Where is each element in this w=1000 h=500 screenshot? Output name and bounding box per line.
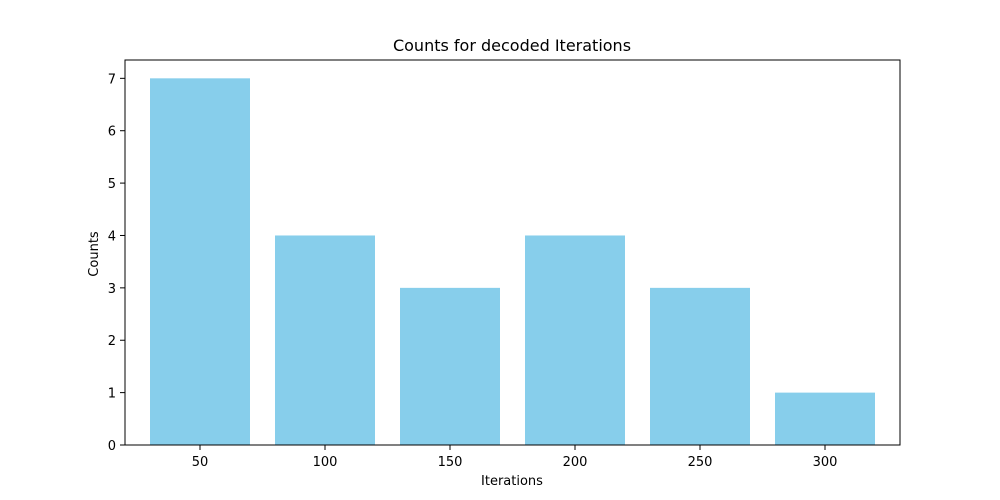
y-tick-label: 4 — [108, 229, 116, 244]
chart-title: Counts for decoded Iterations — [393, 36, 631, 55]
x-tick-label: 100 — [313, 455, 338, 470]
x-tick-label: 250 — [688, 455, 713, 470]
y-axis-label: Counts — [87, 231, 102, 277]
y-tick-label: 0 — [108, 439, 116, 454]
x-tick-label: 50 — [192, 455, 209, 470]
bar-200 — [525, 235, 625, 445]
plot-area: 50 100 150 200 250 300 0 1 2 3 4 5 6 7 — [108, 59, 901, 470]
y-tick-label: 2 — [108, 334, 116, 349]
bar-250 — [650, 287, 750, 445]
y-tick-label: 6 — [108, 125, 116, 140]
bar-150 — [400, 287, 500, 445]
y-tick-label: 1 — [108, 387, 116, 402]
x-axis-label: Iterations — [481, 474, 543, 489]
x-tick-label: 150 — [438, 455, 463, 470]
x-tick-label: 300 — [813, 455, 838, 470]
bar-50 — [150, 78, 250, 445]
x-tick-label: 200 — [563, 455, 588, 470]
y-tick-label: 3 — [108, 282, 116, 297]
y-tick-label: 5 — [108, 177, 116, 192]
bar-300 — [775, 392, 875, 445]
y-tick-label: 7 — [108, 72, 116, 87]
bar-100 — [275, 235, 375, 445]
axes-frame — [124, 59, 901, 446]
